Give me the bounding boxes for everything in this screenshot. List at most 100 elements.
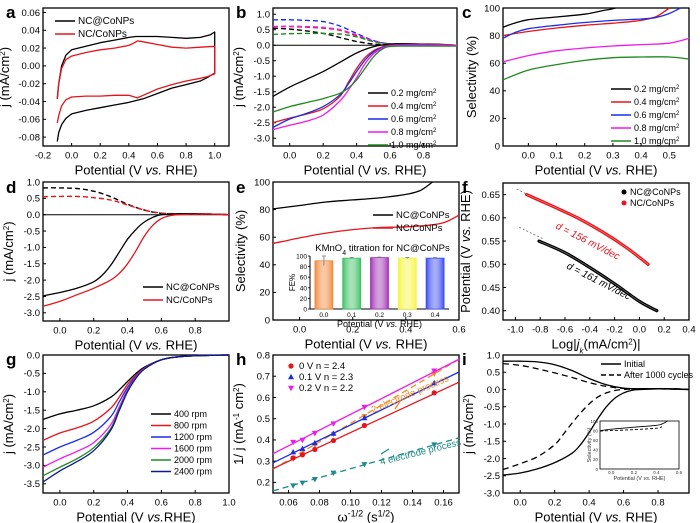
superscript: 2	[433, 89, 437, 95]
x-tick-label: 0.2	[87, 326, 100, 337]
legend-label: 2000 rpm	[174, 455, 212, 465]
superscript: 2	[433, 115, 437, 121]
x-tick-label: 1.0	[222, 498, 235, 509]
y-tick-label: 0.55	[482, 236, 501, 247]
y-tick-label: 0.5	[487, 368, 500, 379]
y-tick-label: -0.06	[18, 115, 40, 126]
y-tick-label: -2.5	[24, 292, 40, 303]
label-part: vs.	[458, 225, 473, 242]
label-part: vs.	[605, 163, 622, 178]
data-point	[431, 390, 437, 396]
x-tick-label: 0.6	[383, 151, 396, 162]
disk-current-line	[42, 213, 230, 307]
panel-i: i 0.0 0.2 0.4 0.6 0.8 -3.0 -2.5 -2.0 -1.5 -1.0 -0.5…	[461, 350, 694, 523]
superscript: 2	[232, 387, 241, 392]
label-part: Potential (V	[75, 338, 146, 353]
label-part: Potential (V	[458, 242, 473, 313]
label-part: Potential (V	[535, 510, 606, 523]
label-part: 0.6 mg/cm	[391, 114, 433, 124]
x-tick-label: 0.6	[155, 498, 168, 509]
y-tick-label: 0.65	[482, 190, 501, 201]
label-part: 0.8 mg/cm	[634, 123, 676, 133]
superscript: 2	[628, 337, 633, 346]
y-tick-label: 20	[259, 288, 270, 299]
label-part: 0.4 mg/cm	[391, 101, 433, 111]
y-tick-label: 0.6	[257, 393, 270, 404]
panel-g: g 0.0 0.2 0.4 0.6 0.8 1.0 -3.5 -3.0 -2.5 -2.0 -1.5 -…	[1, 350, 236, 523]
y-tick-label: -1.5	[254, 87, 270, 98]
x-tick-label: 0.4	[399, 325, 412, 336]
inset-x-tick-label: 0.1	[347, 312, 356, 319]
inset-y-tick-label: 60	[300, 275, 308, 282]
bar-highlight	[370, 257, 389, 310]
ring-current-line	[272, 19, 407, 46]
label-part: Potential (V	[305, 337, 376, 352]
y-tick-label: 60	[259, 233, 270, 244]
legend-marker	[621, 189, 627, 195]
label-part: cm	[231, 56, 246, 73]
label-part: Selectivity (%)	[464, 36, 479, 118]
y-tick-label: -0.5	[24, 226, 40, 237]
superscript: 1/2	[378, 509, 391, 519]
label-part: RHE)	[622, 510, 657, 523]
label-part: j (mA/	[0, 73, 12, 108]
inset-selectivity-line	[599, 426, 663, 432]
y-tick-label: -0.04	[18, 97, 40, 108]
y-tick-label: 40	[259, 260, 270, 271]
y-tick-label: 0.0	[487, 385, 500, 396]
label-part: s	[371, 510, 378, 523]
legend-label: 1.0 mg/cm2	[634, 136, 680, 146]
label-part: RHE)	[622, 163, 657, 178]
x-tick-label: 0.4	[122, 151, 135, 162]
label-part: vs.	[605, 510, 622, 523]
y-tick-label: -1.0	[24, 243, 40, 254]
x-tick-label: 0.2	[548, 498, 561, 509]
label-part: )	[390, 510, 394, 523]
y-tick-label: 100	[484, 3, 500, 14]
label-part: Potential (V	[535, 163, 606, 178]
x-tick-label: 0.4	[121, 326, 134, 337]
selectivity-line	[502, 7, 616, 28]
superscript: -1	[232, 412, 241, 420]
legend-label: 0.4 mg/cm2	[634, 97, 680, 107]
x-axis-label: Log|jk(mA/cm2)|	[552, 337, 641, 356]
y-tick-label: -1.5	[24, 406, 40, 417]
label-part: Potential (V	[75, 163, 146, 178]
label-part: )	[231, 47, 246, 51]
superscript: 2	[2, 225, 11, 230]
y-tick-label: -2.0	[254, 103, 270, 114]
label-part: vs.	[375, 337, 392, 352]
y-tick-label: 0.50	[482, 260, 501, 271]
selectivity-line	[272, 214, 460, 245]
annotation-arrow	[394, 399, 402, 410]
inset-x-tick-label: 0.2	[375, 312, 384, 319]
y-tick-label: 20	[489, 114, 500, 125]
slope-annotation: d = 161 mV/dec	[565, 261, 633, 303]
x-tick-label: 0.0	[53, 326, 66, 337]
data-point	[312, 446, 318, 453]
tafel-fit-line	[518, 226, 543, 240]
y-tick-label: 0.04	[22, 26, 41, 37]
x-tick-label: 0.4	[583, 498, 596, 509]
selectivity-line	[272, 181, 433, 210]
panel-d: d 0.0 0.2 0.4 0.6 0.8 -3.0 -2.5 -2.0 -1.5 -1.0 -0.5…	[1, 177, 230, 353]
label-part: (mA/	[584, 337, 612, 352]
y-tick-label: -3.0	[24, 461, 40, 472]
label-part: j	[575, 337, 581, 352]
label-part: titration for NC@CoNPs	[346, 243, 450, 254]
label-part: RHE)	[164, 510, 196, 523]
y-tick-label: 0.00	[22, 61, 41, 72]
x-tick-label: 0.8	[417, 151, 430, 162]
superscript: 2	[433, 141, 437, 147]
x-tick-label: -0.4	[582, 325, 598, 336]
label-part: Selectivity (%)	[233, 210, 248, 292]
y-tick-label: -3.0	[24, 308, 40, 319]
label-part: vs.	[374, 163, 391, 178]
x-tick-label: 0.6	[151, 151, 164, 162]
inset-x-tick-label: 0.3	[403, 312, 412, 319]
y-tick-label: -3.0	[484, 488, 500, 499]
y-tick-label: -3.0	[254, 134, 270, 145]
data-point	[330, 421, 337, 427]
x-tick-label: 0.0	[514, 498, 527, 509]
